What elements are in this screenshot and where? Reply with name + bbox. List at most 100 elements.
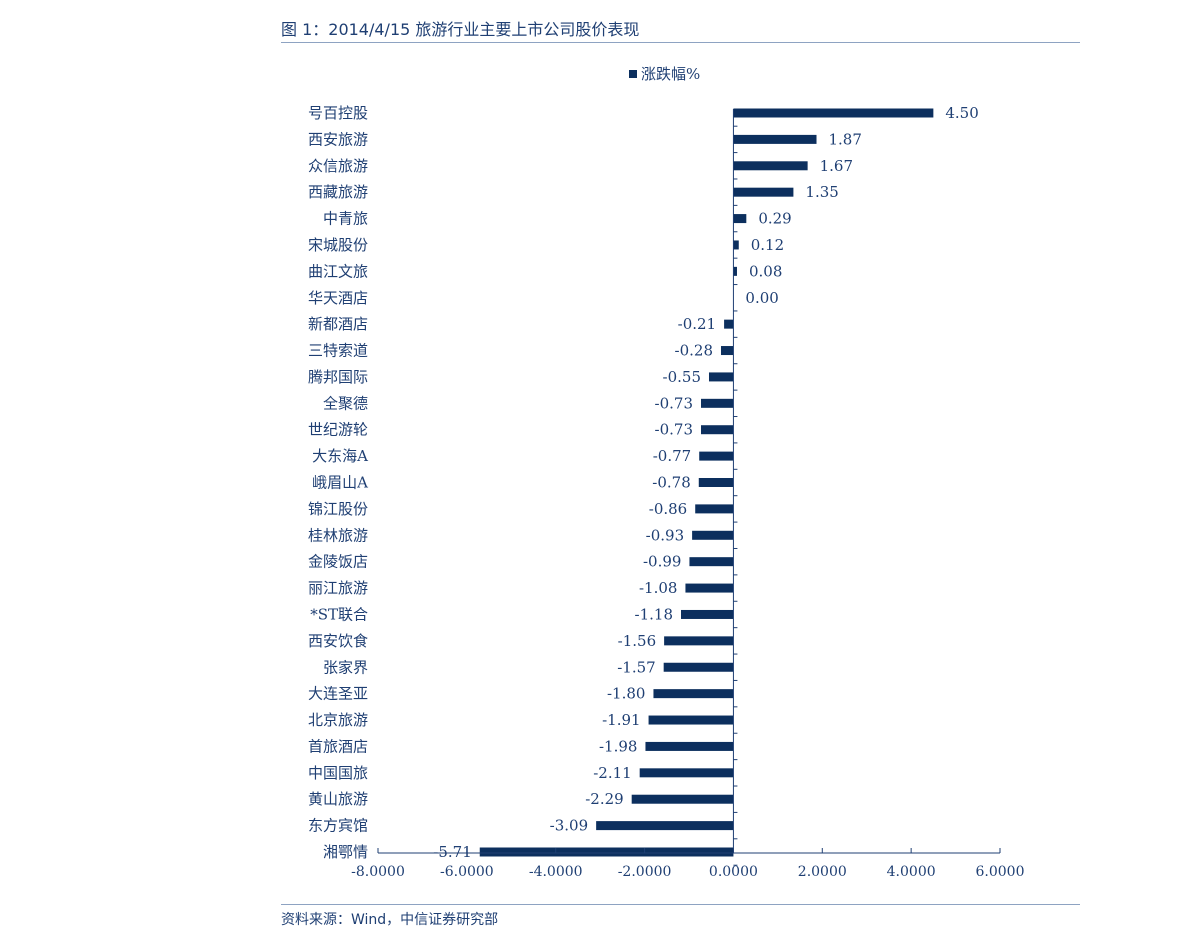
category-label: 西安饮食 xyxy=(308,632,368,650)
data-label: -0.86 xyxy=(649,500,687,518)
bar xyxy=(692,530,734,540)
data-label: -0.73 xyxy=(655,421,693,439)
bar xyxy=(708,372,734,382)
bars-group: 4.50 1.87 1.67 1.35 0.29 0.12 0.08 0.00 -0.21 -0.… xyxy=(433,104,978,861)
bar xyxy=(664,636,734,646)
data-label: -2.11 xyxy=(593,764,631,782)
category-label: 腾邦国际 xyxy=(308,368,368,386)
data-label: -0.73 xyxy=(655,394,693,412)
data-label: -0.55 xyxy=(663,368,701,386)
x-tick-label: 0.0000 xyxy=(709,864,758,880)
bar xyxy=(700,398,734,408)
bar xyxy=(653,689,734,699)
bar xyxy=(733,134,817,144)
data-label: 0.12 xyxy=(751,236,784,254)
data-label: -1.57 xyxy=(617,658,655,676)
bar xyxy=(733,108,934,118)
source-rule xyxy=(281,904,1080,905)
title-rule xyxy=(281,42,1080,43)
data-label: 0.08 xyxy=(749,262,782,280)
category-label: 湘鄂情 xyxy=(323,843,368,861)
category-label: 号百控股 xyxy=(308,104,368,122)
data-label: -1.80 xyxy=(607,685,645,703)
category-label: 新都酒店 xyxy=(308,315,368,333)
bar xyxy=(648,715,734,725)
category-label: 黄山旅游 xyxy=(308,790,368,808)
data-label: -1.08 xyxy=(639,579,677,597)
data-label: -0.99 xyxy=(643,553,681,571)
category-label: 锦江股份 xyxy=(308,500,368,518)
category-label: 众信旅游 xyxy=(308,157,368,175)
bar xyxy=(733,187,794,197)
x-tick-label: 4.0000 xyxy=(887,864,936,880)
x-tick-label: -4.0000 xyxy=(529,864,583,880)
data-label: -0.21 xyxy=(678,315,716,333)
bar xyxy=(685,583,734,593)
category-label: 西安旅游 xyxy=(308,130,368,148)
x-tick-label: 2.0000 xyxy=(798,864,847,880)
bar xyxy=(698,478,734,487)
bar xyxy=(631,794,734,804)
data-label: -1.98 xyxy=(599,737,637,755)
category-label: 全聚德 xyxy=(323,394,368,412)
legend-swatch xyxy=(629,70,637,78)
bar xyxy=(479,847,734,857)
category-label: 大连圣亚 xyxy=(308,685,368,703)
category-label: 北京旅游 xyxy=(308,711,368,729)
bar xyxy=(720,346,734,356)
figure-title: 图 1：2014/4/15 旅游行业主要上市公司股价表现 xyxy=(281,20,640,39)
category-label: 大东海A xyxy=(312,447,368,465)
data-label: -0.77 xyxy=(653,447,691,465)
bar xyxy=(733,214,747,224)
bar xyxy=(645,741,734,751)
source-note: 资料来源：Wind，中信证券研究部 xyxy=(281,912,499,928)
x-tick-label: -8.0000 xyxy=(351,864,405,880)
category-label: 丽江旅游 xyxy=(308,579,368,597)
x-tick-label: -2.0000 xyxy=(618,864,672,880)
data-label: -1.91 xyxy=(602,711,640,729)
bar xyxy=(663,662,734,672)
category-label: 曲江文旅 xyxy=(308,262,368,280)
category-label: 西藏旅游 xyxy=(308,183,368,201)
data-label: -0.93 xyxy=(646,526,684,544)
data-label: 1.67 xyxy=(820,157,853,175)
category-label: 桂林旅游 xyxy=(308,526,368,544)
category-label: 中国国旅 xyxy=(308,764,368,782)
data-label: -1.18 xyxy=(635,605,673,623)
bar xyxy=(596,821,734,831)
data-label: -0.28 xyxy=(675,342,713,360)
bar xyxy=(689,557,734,567)
bar xyxy=(724,319,734,329)
legend-label: 涨跌幅% xyxy=(641,65,700,83)
bar xyxy=(699,451,734,461)
bar xyxy=(639,768,734,778)
bar xyxy=(733,266,737,276)
category-label: 世纪游轮 xyxy=(308,421,368,439)
x-tick-label: 6.0000 xyxy=(976,864,1025,880)
data-label: 0.29 xyxy=(758,210,791,228)
data-label: -0.78 xyxy=(652,474,690,492)
data-label: 4.50 xyxy=(945,104,978,122)
category-label: 首旅酒店 xyxy=(308,737,368,755)
data-label: -3.09 xyxy=(550,817,588,835)
bar xyxy=(733,161,808,171)
data-label: 1.35 xyxy=(805,183,838,201)
category-label: 峨眉山A xyxy=(312,474,368,492)
category-label: *ST联合 xyxy=(310,605,368,623)
category-label: 金陵饭店 xyxy=(308,553,368,571)
category-label: 宋城股份 xyxy=(308,236,368,254)
category-label: 张家界 xyxy=(323,658,368,676)
bar xyxy=(733,240,739,250)
axes-group: 号百控股西安旅游众信旅游西藏旅游中青旅宋城股份曲江文旅华天酒店新都酒店三特索道腾… xyxy=(308,104,1025,880)
data-label: -2.29 xyxy=(585,790,623,808)
data-label: 0.00 xyxy=(745,289,778,307)
category-label: 华天酒店 xyxy=(308,289,368,307)
x-tick-label: -6.0000 xyxy=(440,864,494,880)
category-label: 中青旅 xyxy=(323,210,368,228)
bar xyxy=(695,504,734,514)
category-label: 三特索道 xyxy=(308,342,368,360)
data-label: -1.56 xyxy=(618,632,656,650)
category-label: 东方宾馆 xyxy=(308,817,368,835)
data-label: 1.87 xyxy=(829,130,862,148)
